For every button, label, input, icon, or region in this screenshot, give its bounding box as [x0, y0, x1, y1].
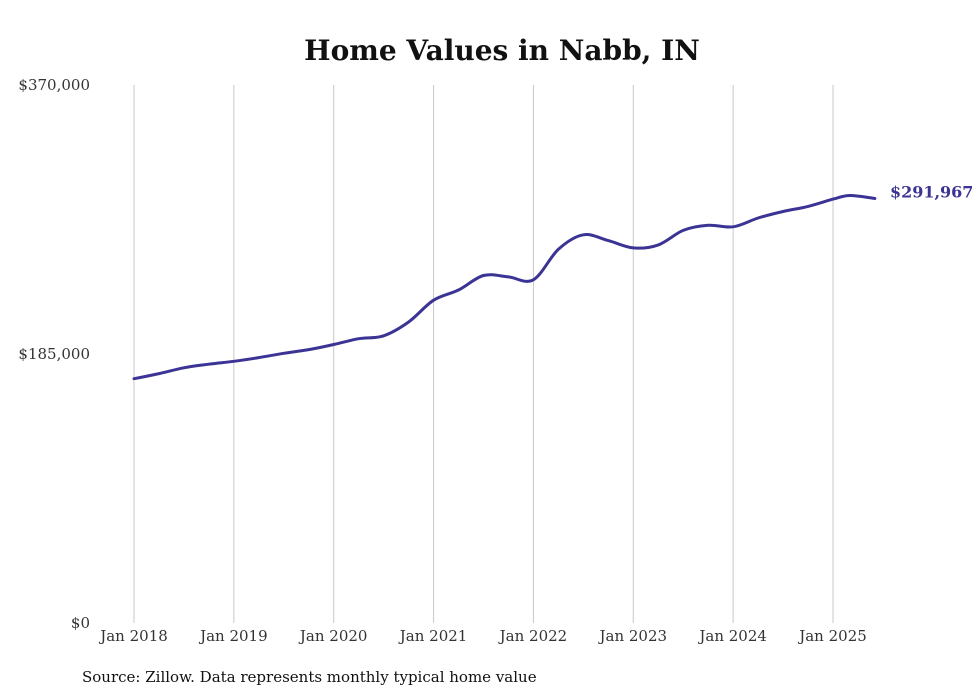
series-line — [132, 193, 877, 381]
x-tick-label: Jan 2018 — [98, 627, 168, 645]
x-tick-label: Jan 2021 — [398, 627, 468, 645]
x-axis-labels: Jan 2018 Jan 2019 Jan 2020 Jan 2021 Jan 2022… — [98, 627, 867, 645]
series-lines: $291,967 — [132, 182, 974, 381]
source-note: Source: Zillow. Data represents monthly … — [82, 668, 537, 686]
y-tick-label: $0 — [71, 614, 90, 632]
y-tick-label: $185,000 — [18, 345, 90, 363]
x-tick-label: Jan 2025 — [797, 627, 867, 645]
x-tick-label: Jan 2022 — [498, 627, 568, 645]
x-tick-label: Jan 2019 — [198, 627, 268, 645]
x-tick-label: Jan 2020 — [298, 627, 368, 645]
y-tick-label: $370,000 — [18, 76, 90, 94]
x-tick-label: Jan 2023 — [598, 627, 668, 645]
chart-title: Home Values in Nabb, IN — [304, 34, 700, 67]
end-value-label: $291,967 — [890, 182, 974, 201]
gridlines — [133, 85, 834, 623]
y-axis-labels: $370,000 $185,000 $0 — [18, 76, 90, 632]
x-tick-label: Jan 2024 — [697, 627, 767, 645]
